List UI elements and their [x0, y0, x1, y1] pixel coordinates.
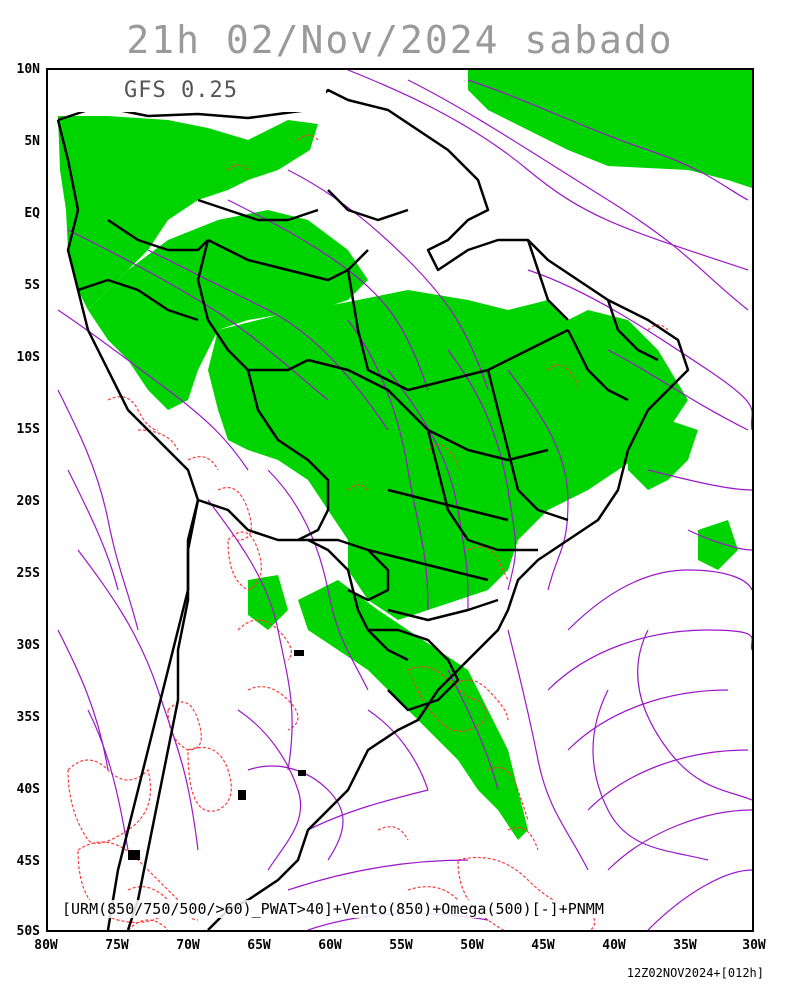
humidity-field [58, 70, 752, 840]
lat-label: 25S [16, 566, 40, 581]
lat-label: 10S [16, 350, 40, 365]
lon-label: 70W [176, 938, 200, 953]
lon-label: 45W [531, 938, 555, 953]
lon-label: 55W [389, 938, 413, 953]
lat-label: 15S [16, 422, 40, 437]
lat-label: 45S [16, 854, 40, 869]
islands [128, 650, 306, 860]
lat-label: 50S [16, 924, 40, 939]
model-label: GFS 0.25 [124, 78, 238, 103]
brazil-states-7 [387, 598, 499, 622]
peru-ecuador-border [77, 278, 199, 322]
map-canvas [56, 70, 752, 930]
humidity-area-south [298, 580, 528, 840]
omega-contours [67, 134, 669, 930]
lat-label: 35S [16, 710, 40, 725]
brazil-border-west [196, 239, 309, 372]
lon-label: 65W [247, 938, 271, 953]
humidity-area-patches-west [248, 575, 288, 630]
humidity-area-amazon [88, 210, 368, 410]
lon-label: 50W [460, 938, 484, 953]
lat-label: 5S [24, 278, 40, 293]
wind-streamlines [57, 70, 752, 930]
brazil-states-3 [426, 429, 538, 552]
lat-label: EQ [24, 206, 40, 221]
brazil-states-1 [346, 269, 569, 392]
run-timestamp: 12Z02NOV2024+[012h] [626, 966, 764, 980]
lat-label: 40S [16, 782, 40, 797]
humidity-area-north-atlantic [468, 70, 752, 188]
brazil-states-8 [566, 329, 629, 402]
brazil-border-north [207, 238, 369, 282]
lon-label: 75W [105, 938, 129, 953]
brazil-states-10 [526, 239, 569, 321]
lat-label: 30S [16, 638, 40, 653]
lon-label: 60W [318, 938, 342, 953]
venezuela-border [197, 198, 319, 222]
humidity-area-east-ne [628, 420, 698, 490]
country-borders [56, 88, 690, 930]
model-label-box [48, 70, 326, 112]
humidity-area-central-brazil [208, 290, 688, 620]
map-title: 21h 02/Nov/2024 sabado [126, 18, 674, 62]
brazil-states-9 [606, 299, 659, 362]
brazil-states-4 [486, 369, 569, 522]
guianas-border [327, 189, 409, 222]
lon-label: 80W [34, 938, 58, 953]
map-caption: [URM(850/750/500/>60)_PWAT>40]+Vento(850… [60, 900, 606, 918]
lat-label: 10N [16, 62, 40, 77]
lon-label: 35W [673, 938, 697, 953]
paraguay-border [308, 538, 390, 602]
lat-label: 20S [16, 494, 40, 509]
lon-label: 30W [742, 938, 766, 953]
south-america-coastline [57, 88, 690, 930]
map-frame [46, 68, 754, 932]
brazil-states-5 [387, 488, 509, 522]
colombia-border [107, 218, 209, 252]
lat-label: 5N [24, 134, 40, 149]
argentina-border [197, 498, 409, 662]
brazil-states-6 [367, 548, 489, 582]
chile-argentina-border [126, 499, 200, 930]
humidity-area-colombia-venezuela [58, 116, 318, 310]
lon-label: 40W [602, 938, 626, 953]
bolivia-border [246, 369, 330, 542]
uruguay-border [368, 628, 460, 712]
humidity-area-offshore [698, 520, 738, 570]
